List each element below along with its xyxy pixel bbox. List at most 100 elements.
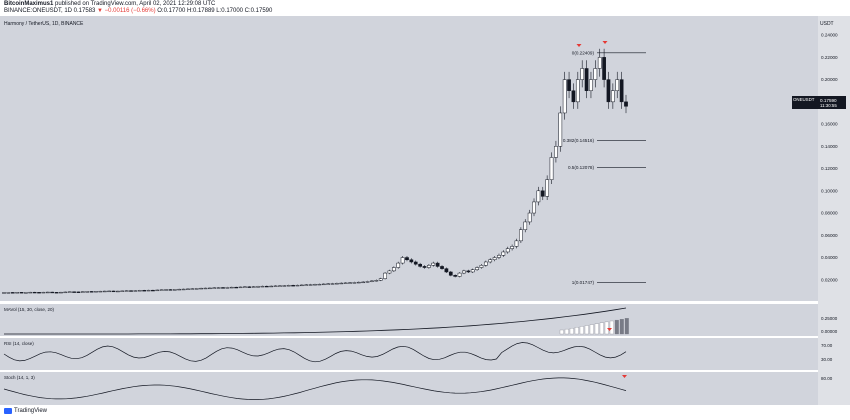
volume-bar — [614, 319, 619, 335]
candle-body — [273, 285, 278, 287]
candle-body — [116, 290, 120, 293]
chart-header: BitcoinMaximus1 published on TradingView… — [0, 0, 850, 16]
candle-body — [251, 286, 256, 288]
price-tick-label: 0.10000 — [821, 188, 838, 193]
candle-body — [313, 284, 317, 286]
candle-body — [278, 285, 282, 287]
candle-body — [580, 68, 585, 80]
candle-body — [575, 79, 580, 103]
main-pane-bg — [0, 16, 818, 302]
rsi-line — [3, 342, 627, 363]
candle-body — [80, 291, 85, 293]
candle-body — [168, 289, 173, 291]
volume-bar — [569, 328, 574, 335]
currency-label: USDT — [820, 21, 834, 27]
candle-body — [247, 286, 252, 288]
candle-body — [348, 282, 352, 284]
price-tick-label: 0.04000 — [821, 255, 838, 260]
rsi-pane-bg — [0, 338, 818, 370]
candle-body — [32, 291, 37, 294]
candle-body — [291, 285, 295, 287]
candle-body — [19, 292, 24, 294]
candle-body — [146, 289, 151, 292]
candle-body — [422, 266, 427, 268]
candle-body — [260, 285, 265, 288]
candle-body — [6, 292, 11, 294]
candle-body — [409, 259, 414, 263]
candle-body — [492, 257, 497, 260]
candle-body — [483, 261, 488, 266]
ohlc-values: O:0.17700 H:0.17889 L:0.17000 C:0.17590 — [155, 8, 273, 14]
candle-body — [159, 289, 164, 291]
candle-body — [137, 290, 142, 292]
candle-body — [466, 270, 471, 273]
candle-body — [229, 286, 234, 289]
candle-body — [269, 285, 274, 288]
candle-body — [15, 292, 19, 294]
candle-body — [365, 281, 370, 283]
candle-body — [256, 286, 260, 288]
candle-body — [435, 262, 440, 267]
candle-body — [326, 283, 330, 285]
candle-body — [24, 292, 28, 294]
candle-body — [597, 57, 602, 69]
candle-body — [448, 271, 453, 276]
candle-body — [76, 291, 81, 293]
candle-body — [72, 291, 76, 293]
candle-body — [107, 290, 111, 293]
candle-body — [532, 201, 536, 214]
candle-group — [2, 48, 628, 294]
candle-body — [536, 190, 541, 203]
candle-body — [431, 262, 436, 266]
volume-bar — [559, 329, 564, 335]
volume-bar — [594, 323, 599, 335]
rsi-label: RSI (14, close) — [4, 341, 34, 346]
candle-body — [37, 292, 41, 294]
candle-body — [129, 290, 133, 292]
price-tick-label: 0.12000 — [821, 166, 838, 171]
author-name[interactable]: BitcoinMaximus1 — [4, 1, 54, 7]
candle-body — [624, 101, 628, 107]
candle-body — [400, 257, 405, 264]
candle-body — [45, 291, 50, 294]
candle-body — [457, 272, 462, 277]
fib-level-label: 1(0.01747) — [572, 280, 595, 285]
price-tick-label: 0.20000 — [821, 77, 838, 82]
stoch-pane-bg — [0, 372, 818, 406]
stoch-label: Stoch (14, 1, 3) — [4, 375, 35, 380]
chart-area[interactable]: 0.240000.220000.200000.180000.160000.140… — [0, 16, 850, 412]
volume-bar — [599, 322, 604, 335]
volume-bar — [584, 325, 589, 335]
stoch-line — [3, 377, 627, 400]
candle-body — [501, 251, 506, 256]
candle-body — [554, 146, 558, 158]
stoch-marker-icon — [622, 375, 627, 378]
candlestick-chart[interactable]: 0.240000.220000.200000.180000.160000.140… — [0, 16, 850, 412]
candle-body — [203, 287, 208, 290]
volume-bar — [619, 319, 624, 335]
volume-bar — [589, 324, 594, 335]
candle-body — [571, 90, 576, 103]
candle-body — [199, 287, 203, 290]
candle-body — [589, 79, 593, 91]
candle-body — [102, 290, 107, 293]
price-axis[interactable] — [818, 16, 850, 406]
candle-body — [225, 287, 230, 289]
candle-body — [2, 292, 6, 294]
volume-bar — [624, 318, 629, 335]
candle-body — [488, 259, 493, 263]
candle-body — [28, 291, 33, 294]
candle-body — [374, 280, 379, 282]
volume-bar — [574, 327, 579, 335]
fib-level-label: 0(0.22409) — [572, 50, 595, 55]
candle-body — [10, 292, 15, 294]
candle-body — [120, 290, 125, 292]
symbol-line: BINANCE:ONEUSDT, 1D 0.17583 ▼ −0.00116 (… — [4, 8, 272, 14]
candle-body — [470, 269, 475, 273]
tradingview-brand[interactable]: TradingView — [4, 408, 47, 414]
candle-body — [177, 288, 182, 291]
candle-body — [619, 79, 624, 103]
candle-body — [593, 68, 598, 80]
candle-body — [584, 68, 589, 91]
candle-body — [510, 246, 514, 249]
